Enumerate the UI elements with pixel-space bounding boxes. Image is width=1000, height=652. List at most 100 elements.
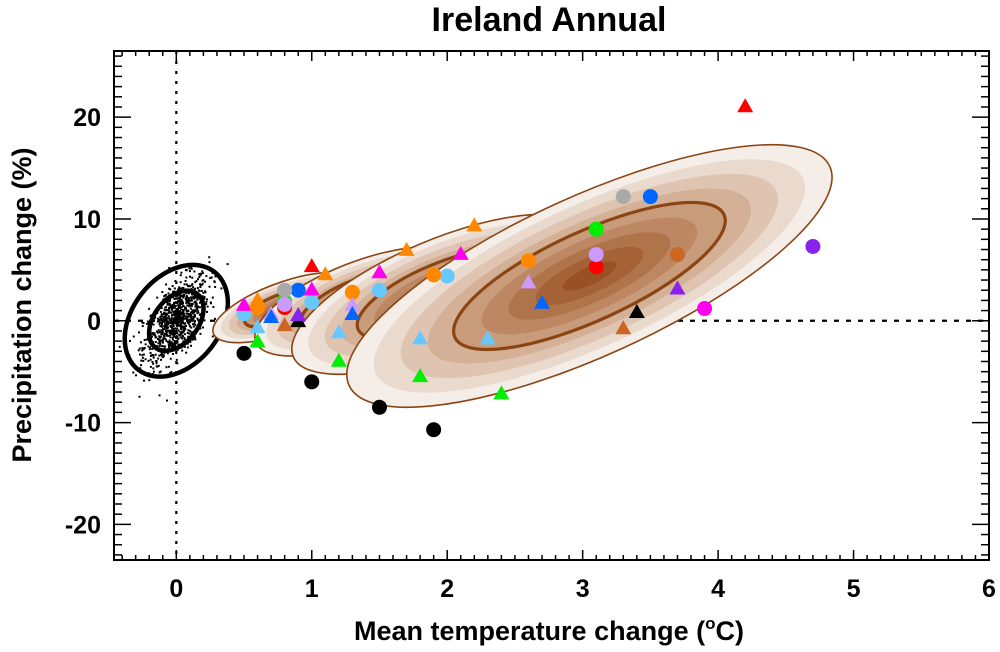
marker-triangle-light-blue xyxy=(249,319,266,334)
control-point xyxy=(184,327,187,330)
control-point xyxy=(165,283,168,286)
control-point xyxy=(186,300,189,303)
control-point xyxy=(158,336,161,339)
control-point xyxy=(199,313,202,316)
control-point xyxy=(173,343,176,346)
control-point xyxy=(171,333,174,336)
control-point xyxy=(190,315,193,318)
control-point xyxy=(190,299,193,302)
control-point xyxy=(137,349,140,352)
control-point xyxy=(205,275,208,278)
y-axis-label: Precipitation change (%) xyxy=(7,147,37,462)
control-point xyxy=(165,332,168,335)
control-point xyxy=(189,344,192,347)
control-point xyxy=(180,300,183,303)
control-point xyxy=(187,309,190,312)
control-point xyxy=(189,330,192,333)
control-point xyxy=(195,305,198,308)
control-point xyxy=(214,285,217,288)
marker-triangle-magenta xyxy=(303,281,320,296)
control-point xyxy=(205,298,208,301)
control-point xyxy=(176,321,179,324)
control-point xyxy=(181,337,184,340)
marker-circle-blue xyxy=(642,189,658,205)
control-point xyxy=(166,321,169,324)
control-point xyxy=(177,304,180,307)
control-point xyxy=(187,335,190,338)
y-tick-label: 0 xyxy=(87,308,101,336)
x-axis-label-part-2: C) xyxy=(715,616,744,646)
control-point xyxy=(171,306,174,309)
control-point xyxy=(186,331,189,334)
control-point xyxy=(158,394,161,397)
control-point xyxy=(146,322,149,325)
control-point xyxy=(172,296,175,299)
x-tick-label: 4 xyxy=(711,575,725,603)
control-point xyxy=(182,318,185,321)
control-point xyxy=(174,295,177,298)
control-point xyxy=(191,276,194,279)
control-point xyxy=(172,302,175,305)
marker-circle-black xyxy=(371,399,387,415)
control-point xyxy=(170,319,173,322)
control-point xyxy=(183,307,186,310)
control-point xyxy=(187,292,190,295)
control-point xyxy=(185,309,188,312)
control-point xyxy=(185,324,188,327)
control-point xyxy=(198,301,201,304)
control-point xyxy=(172,334,175,337)
control-point xyxy=(193,270,196,273)
control-point xyxy=(199,283,202,286)
control-point xyxy=(181,317,184,320)
control-point xyxy=(160,331,163,334)
control-point xyxy=(151,332,154,335)
control-point xyxy=(181,349,184,352)
control-point xyxy=(182,301,185,304)
control-point xyxy=(172,320,175,323)
control-point xyxy=(149,346,152,349)
control-point xyxy=(190,326,193,329)
control-point xyxy=(128,339,131,342)
control-point xyxy=(191,331,194,334)
control-point xyxy=(169,336,172,339)
control-point xyxy=(158,341,161,344)
control-point xyxy=(166,352,169,355)
control-point xyxy=(170,370,173,373)
marker-circle-black xyxy=(426,422,442,438)
control-point xyxy=(169,357,172,360)
control-point xyxy=(161,323,164,326)
control-point xyxy=(191,303,194,306)
control-point xyxy=(177,297,180,300)
control-point xyxy=(179,314,182,317)
control-point xyxy=(191,293,194,296)
control-point xyxy=(198,276,201,279)
control-point xyxy=(190,313,193,316)
control-point xyxy=(175,329,178,332)
control-point xyxy=(147,359,150,362)
control-point xyxy=(190,319,193,322)
control-point xyxy=(175,320,178,323)
distribution-scenario-4 xyxy=(346,143,833,409)
control-point xyxy=(190,303,193,306)
control-point xyxy=(176,339,179,342)
control-point xyxy=(173,330,176,333)
marker-triangle-magenta xyxy=(236,296,253,311)
marker-triangle-light-blue xyxy=(479,330,496,345)
control-point xyxy=(158,323,161,326)
control-point xyxy=(174,327,177,330)
control-point xyxy=(164,312,167,315)
control-point xyxy=(155,362,158,365)
control-point xyxy=(183,333,186,336)
control-point xyxy=(178,287,181,290)
control-point xyxy=(194,338,197,341)
control-point xyxy=(191,319,194,322)
control-point xyxy=(179,299,182,302)
control-point xyxy=(173,340,176,343)
control-point xyxy=(190,296,193,299)
control-point xyxy=(178,286,181,289)
control-point xyxy=(201,279,204,282)
control-point xyxy=(193,311,196,314)
marker-triangle-light-blue xyxy=(330,324,347,339)
control-point xyxy=(210,276,213,279)
control-point xyxy=(167,311,170,314)
